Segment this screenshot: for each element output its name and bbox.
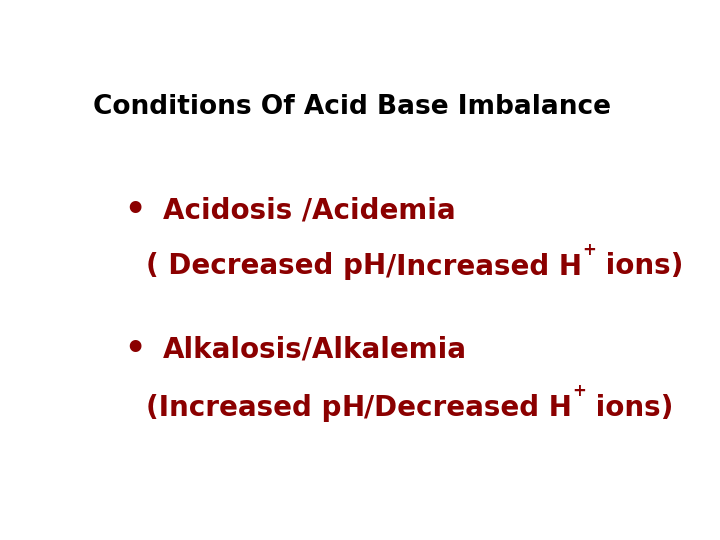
Text: H: H [341,394,364,422]
Text: ( Decreased p: ( Decreased p [145,253,363,280]
Text: (Increased p: (Increased p [145,394,341,422]
Text: •: • [124,194,145,227]
Text: Alkalosis/Alkalemia: Alkalosis/Alkalemia [163,336,467,363]
Text: Acidosis /Acidemia: Acidosis /Acidemia [163,197,455,224]
Text: +: + [572,382,586,400]
Text: +: + [582,241,595,259]
Text: /Decreased H: /Decreased H [364,394,572,422]
Text: ions): ions) [586,394,673,422]
Text: Conditions Of Acid Base Imbalance: Conditions Of Acid Base Imbalance [94,94,611,120]
Text: /Increased H: /Increased H [386,253,582,280]
Text: ions): ions) [595,253,683,280]
Text: H: H [363,253,386,280]
Text: •: • [124,333,145,366]
